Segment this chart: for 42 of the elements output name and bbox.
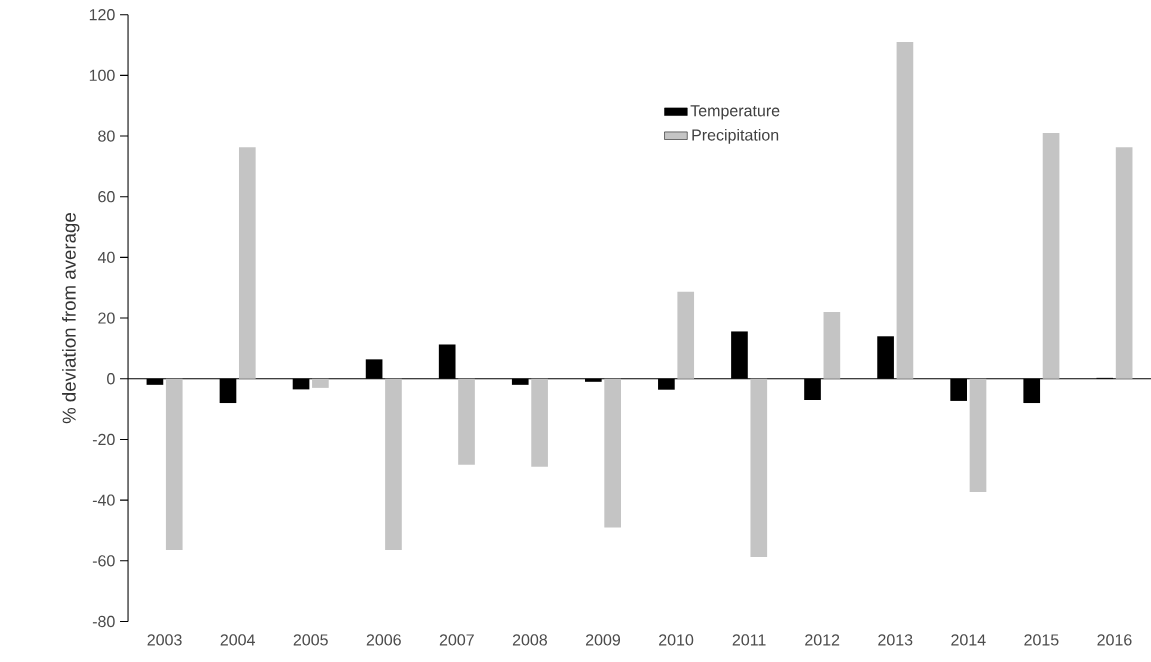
y-tick-label: 0	[107, 373, 115, 385]
y-axis-title: % deviation from average	[62, 213, 80, 424]
y-tick-label: -60	[92, 555, 115, 567]
x-tick-label: 2014	[951, 634, 986, 646]
x-tick-label: 2007	[439, 634, 474, 646]
x-tick-label: 2005	[293, 634, 328, 646]
y-tick-label: 40	[97, 251, 115, 264]
x-tick-label: 2016	[1097, 634, 1132, 646]
bar	[823, 312, 841, 380]
y-tick-label: 120	[89, 9, 115, 21]
y-tick-label: 60	[98, 191, 115, 203]
y-tick-label: 20	[98, 312, 115, 324]
bar	[1115, 147, 1133, 380]
bar	[896, 42, 914, 380]
bar	[385, 379, 402, 551]
legend-label: Precipitation	[692, 129, 779, 145]
y-tick-label: 80	[98, 130, 115, 142]
bar	[969, 379, 987, 493]
bar	[750, 379, 768, 558]
bar	[238, 147, 256, 380]
x-tick-label: 2008	[512, 634, 548, 646]
legend-label: Temperature	[690, 105, 780, 120]
x-tick-label: 2009	[585, 634, 621, 646]
bar	[1042, 133, 1060, 380]
bar	[165, 379, 183, 551]
y-tick-label: -80	[92, 616, 115, 628]
x-tick-label: 2003	[147, 634, 182, 646]
bar	[677, 291, 695, 380]
bar	[531, 379, 548, 467]
x-tick-label: 2010	[659, 634, 694, 646]
x-tick-label: 2015	[1024, 634, 1059, 646]
bar	[312, 379, 329, 389]
y-tick-label: -40	[92, 494, 115, 507]
x-tick-label: 2006	[366, 634, 401, 646]
bar	[604, 379, 621, 528]
x-tick-label: 2004	[220, 634, 255, 646]
x-tick-label: 2013	[878, 634, 913, 646]
bar	[458, 379, 475, 465]
x-tick-label: 2011	[732, 634, 766, 646]
y-tick-label: -20	[92, 434, 115, 446]
x-tick-label: 2012	[805, 634, 840, 646]
y-tick-label: 100	[89, 69, 115, 82]
